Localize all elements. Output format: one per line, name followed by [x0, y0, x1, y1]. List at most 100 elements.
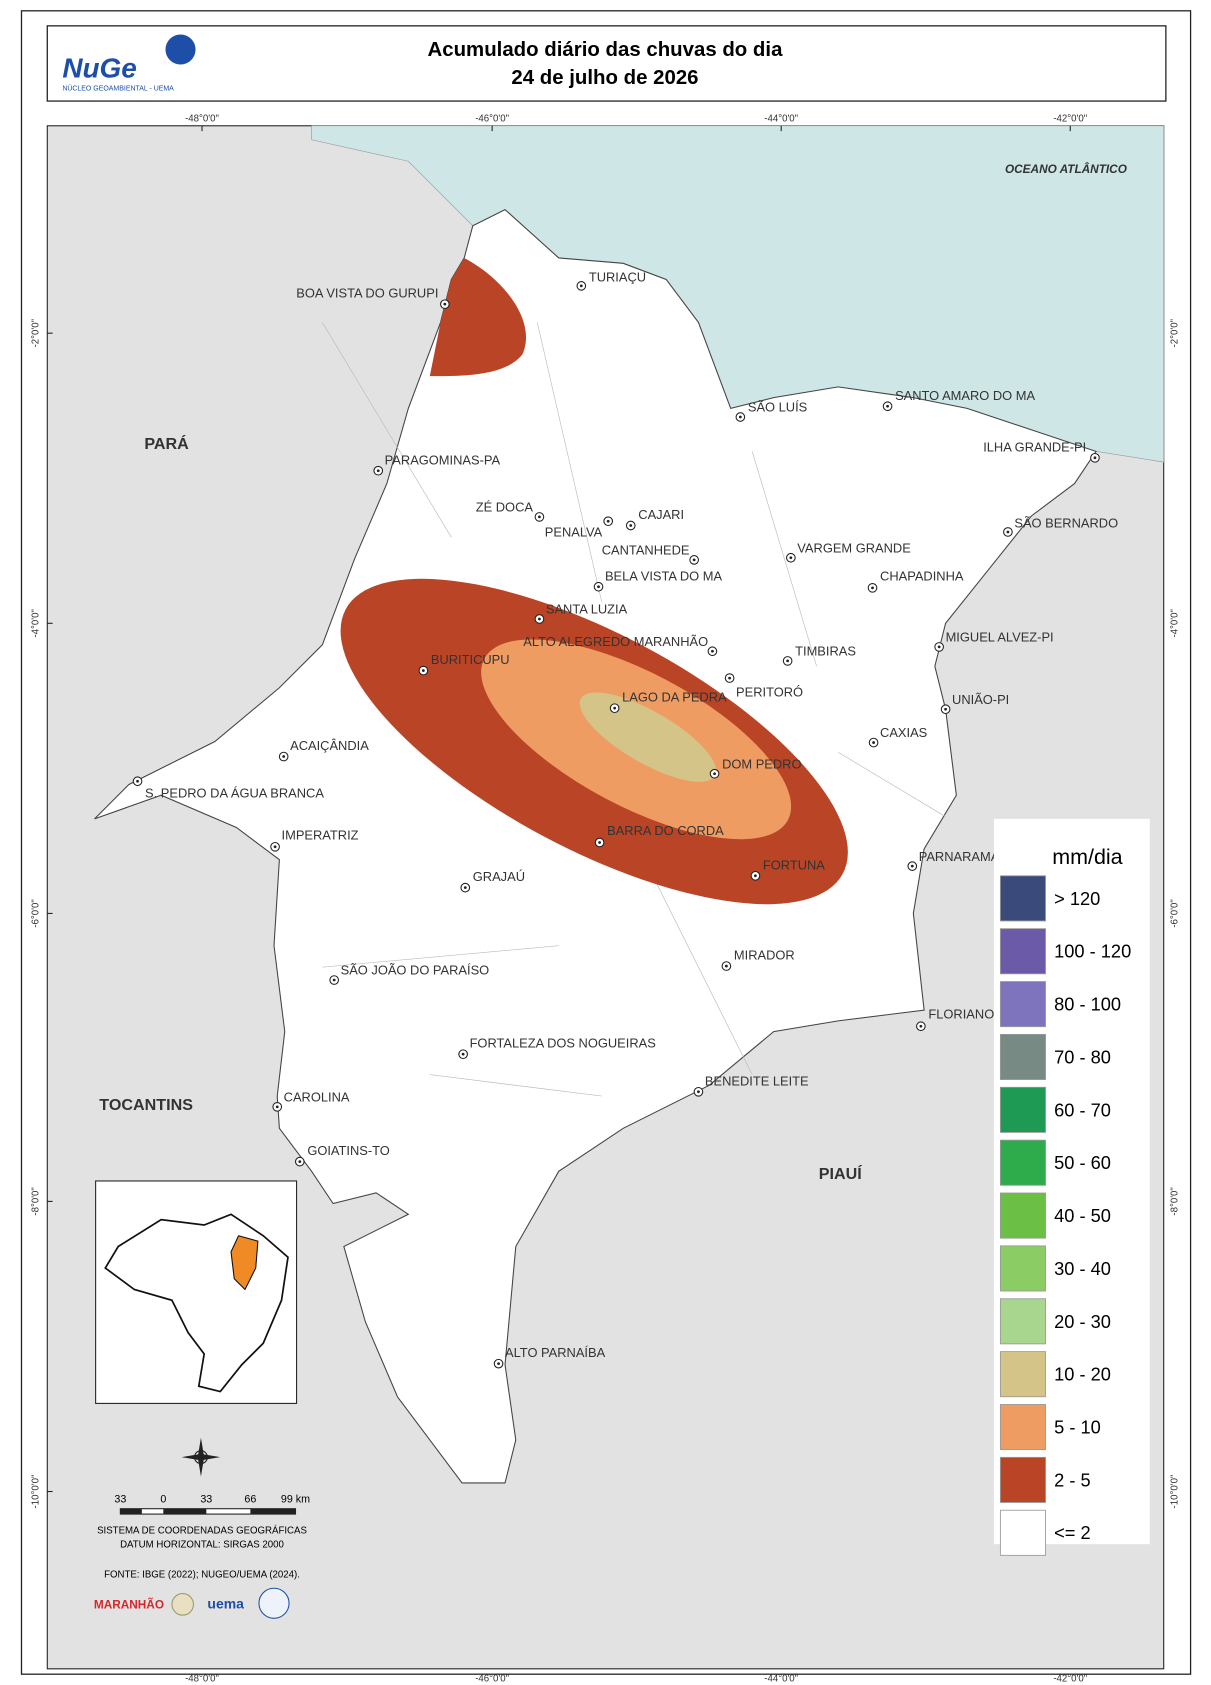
- place-label: PARNARAMA: [919, 849, 1000, 864]
- place-label: ACAIÇÂNDIA: [290, 738, 369, 753]
- legend-swatch: [999, 1086, 1046, 1133]
- scale-bar: 33 0 33 66 99 km: [114, 1493, 310, 1515]
- logo-subtitle: NÚCLEO GEOAMBIENTAL - UEMA: [62, 83, 174, 92]
- place-marker-dot: [886, 404, 889, 408]
- latitude-label: -4°0'0": [1170, 608, 1181, 637]
- legend-label: 10 - 20: [1054, 1364, 1111, 1385]
- scale-label: 0: [160, 1493, 166, 1505]
- place-label: FORTALEZA DOS NOGUEIRAS: [470, 1036, 656, 1051]
- note: SISTEMA DE COORDENADAS GEOGRÁFICAS: [97, 1525, 307, 1536]
- legend-swatch: [999, 981, 1046, 1028]
- longitude-label: -42°0'0": [1053, 113, 1087, 124]
- place-label: PARAGOMINAS-PA: [385, 452, 501, 467]
- legend-swatch: [999, 1033, 1046, 1080]
- inset: [95, 1180, 298, 1404]
- place-label: BOA VISTA DO GURUPI: [296, 286, 438, 301]
- source: FONTE: IBGE (2022); NUGEO/UEMA (2024).: [104, 1569, 300, 1580]
- place-marker-dot: [724, 964, 728, 968]
- longitude-label: -42°0'0": [1053, 1674, 1087, 1685]
- legend-swatch: [999, 1192, 1046, 1239]
- place-label: PENALVA: [545, 524, 603, 539]
- place-marker-dot: [463, 886, 467, 890]
- place-marker-dot: [613, 706, 617, 710]
- place-marker-dot: [910, 864, 914, 868]
- partner-logo-seal: [171, 1593, 194, 1616]
- legend-swatch: [999, 875, 1046, 922]
- place-marker-dot: [937, 645, 941, 649]
- longitude-label: -48°0'0": [185, 1674, 219, 1685]
- scale-label: 33: [114, 1493, 126, 1505]
- rain-10-20: [579, 692, 717, 782]
- legend-label: 20 - 30: [1054, 1311, 1111, 1332]
- partner-logo-seal: [258, 1587, 290, 1619]
- legend-label: <= 2: [1054, 1522, 1091, 1543]
- legend-label: 5 - 10: [1054, 1416, 1101, 1437]
- place-label: VARGEM GRANDE: [797, 540, 911, 555]
- legend-swatch: [999, 1298, 1046, 1345]
- place-marker-dot: [1006, 530, 1010, 534]
- legend-swatch: [999, 928, 1046, 975]
- coordinates: -48°0'0" -48°0'0" -46°0'0" -46°0'0" -44°0'0"…: [31, 113, 1181, 1684]
- latitude-label: -6°0'0": [1170, 899, 1181, 928]
- title: 24 de julho de 2026: [511, 67, 698, 89]
- latitude-label: -8°0'0": [1170, 1187, 1181, 1216]
- latitude-label: -8°0'0": [31, 1187, 42, 1216]
- place-marker-dot: [606, 519, 610, 523]
- legend-label: 50 - 60: [1054, 1152, 1111, 1173]
- place-label: BURITICUPU: [431, 652, 510, 667]
- place-marker-dot: [538, 617, 541, 621]
- place-marker-dot: [697, 1090, 700, 1094]
- place-marker-dot: [332, 978, 336, 982]
- place-label: MIGUEL ALVEZ-PI: [946, 630, 1054, 645]
- legend-swatch: [999, 1404, 1046, 1451]
- legend-label: 100 - 120: [1054, 941, 1131, 962]
- longitude-label: -48°0'0": [185, 113, 219, 124]
- place-marker-dot: [789, 556, 793, 560]
- place-label: S. PEDRO DA ÁGUA BRANCA: [145, 785, 324, 800]
- place-marker-dot: [738, 415, 742, 419]
- place-marker-dot: [711, 649, 714, 653]
- latitude-label: -6°0'0": [31, 899, 42, 928]
- place-marker-dot: [376, 469, 380, 473]
- places: TURIAÇU BOA VISTA DO GURUPI PARAGOMINAS-PA…: [132, 270, 1118, 1369]
- legend-swatch: [999, 1245, 1046, 1292]
- title: Acumulado diário das chuvas do dia: [428, 39, 784, 61]
- legend-label: 80 - 100: [1054, 994, 1121, 1015]
- rain-2-5: [429, 257, 526, 377]
- place-label: SÃO LUÍS: [748, 400, 807, 415]
- place-label: CAROLINA: [284, 1089, 350, 1104]
- legend-label: 70 - 80: [1054, 1046, 1111, 1067]
- logo-globe: [165, 34, 196, 65]
- place-marker-dot: [538, 515, 541, 519]
- place-label: LAGO DA PEDRA: [622, 690, 727, 705]
- region-label: TOCANTINS: [99, 1096, 193, 1114]
- place-label: CAXIAS: [880, 725, 927, 740]
- place-marker-dot: [754, 874, 757, 878]
- latitude-label: -10°0'0": [31, 1474, 42, 1508]
- partner-logo: MARANHÃO: [94, 1598, 164, 1612]
- place-marker-dot: [597, 585, 600, 589]
- place-label: GRAJAÚ: [473, 869, 525, 884]
- place-label: CHAPADINHA: [880, 568, 964, 583]
- place-marker-dot: [786, 659, 790, 663]
- place-marker-dot: [421, 669, 425, 672]
- legend-label: 30 - 40: [1054, 1258, 1111, 1279]
- place-label: CAJARI: [638, 507, 684, 522]
- place-marker-dot: [275, 1105, 279, 1109]
- place-label: GOIATINS-TO: [307, 1143, 390, 1158]
- place-label: BELA VISTA DO MA: [605, 568, 723, 583]
- place-label: SANTO AMARO DO MA: [895, 388, 1035, 403]
- place-marker-dot: [872, 741, 875, 744]
- place-label: CANTANHEDE: [602, 543, 690, 558]
- place-marker-dot: [919, 1024, 923, 1028]
- place-label: ZÉ DOCA: [476, 500, 534, 515]
- place-label: BARRA DO CORDA: [607, 823, 724, 838]
- place-label: ILHA GRANDE-PI: [983, 439, 1086, 454]
- place-marker-dot: [497, 1362, 500, 1366]
- latitude-label: -2°0'0": [1170, 318, 1181, 347]
- place-marker-dot: [629, 524, 633, 527]
- longitude-label: -44°0'0": [764, 1674, 798, 1685]
- scale-label: 66: [244, 1493, 256, 1505]
- place-label: IMPERATRIZ: [282, 827, 359, 842]
